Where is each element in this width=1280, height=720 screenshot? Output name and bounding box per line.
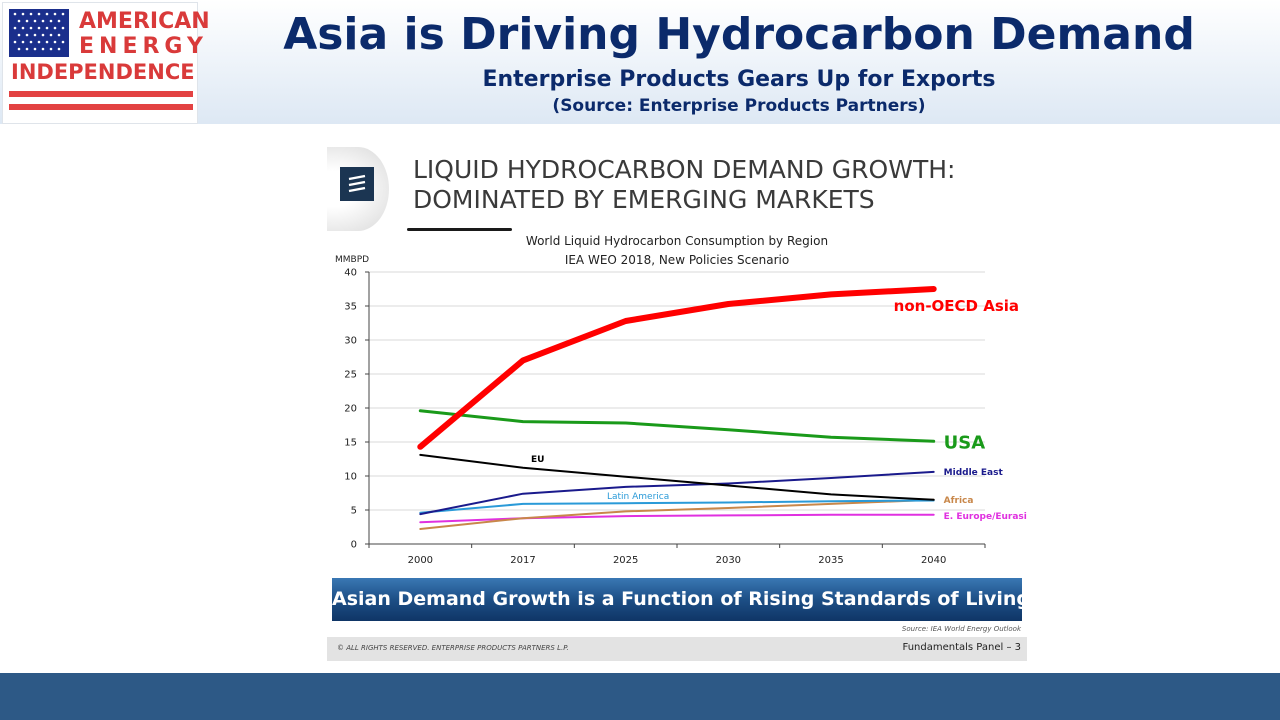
x-tick-label: 2040 [921,555,946,566]
series-line-africa [419,498,935,530]
slide-title: LIQUID HYDROCARBON DEMAND GROWTH: DOMINA… [413,155,955,215]
us-flag-icon [9,9,69,57]
logo-stripe [9,104,193,110]
y-tick-label: 5 [351,506,357,517]
slide-footer: © ALL RIGHTS RESERVED. ENTERPRISE PRODUC… [327,637,1027,661]
x-tick-label: 2025 [613,555,638,566]
y-tick-label: 35 [344,302,357,313]
logo-word-energy: ENERGY [79,34,208,59]
logo-word-american: AMERICAN [79,9,210,34]
logo-word-independence: INDEPENDENCE [11,60,195,84]
y-axis-label: MMBPD [335,255,369,265]
conclusion-banner: Asian Demand Growth is a Function of Ris… [332,578,1030,621]
series-label-eu: EU [531,455,544,465]
x-tick-label: 2035 [818,555,843,566]
series-label-latin-america: Latin America [607,492,669,502]
american-energy-independence-logo: AMERICAN ENERGY INDEPENDENCE [2,2,210,124]
y-tick-label: 15 [344,438,357,449]
panel-label: Fundamentals Panel – 3 [902,642,1021,653]
series-line-e-europe-eurasia [419,513,935,524]
x-tick-label: 2000 [408,555,433,566]
slide-title-line2: DOMINATED BY EMERGING MARKETS [413,185,875,214]
logo-stripe [9,91,193,97]
source-note: Source: IEA World Energy Outlook [901,625,1021,633]
series-label-usa: USA [944,432,986,453]
series-line-latin-america [419,499,935,514]
series-label-middle-east: Middle East [944,468,1004,478]
consumption-line-chart: World Liquid Hydrocarbon Consumption by … [335,234,1027,566]
header-banner: AMERICAN ENERGY INDEPENDENCE Asia is Dri… [0,0,1280,124]
y-tick-label: 20 [344,404,357,415]
page-source: (Source: Enterprise Products Partners) [552,96,926,116]
bottom-bar [0,673,1280,720]
x-tick-label: 2017 [510,555,535,566]
series-line-eu [419,453,935,501]
page-subtitle: Enterprise Products Gears Up for Exports [482,67,996,92]
chart-subtitle: IEA WEO 2018, New Policies Scenario [565,253,789,267]
y-tick-label: 25 [344,370,357,381]
series-label-e-europe-eurasia: E. Europe/Eurasia [944,512,1027,522]
slide-title-line1: LIQUID HYDROCARBON DEMAND GROWTH: [413,155,956,184]
series-label-africa: Africa [944,496,974,506]
y-tick-label: 0 [351,540,357,551]
copyright-text: © ALL RIGHTS RESERVED. ENTERPRISE PRODUC… [337,644,569,652]
enterprise-products-logo-icon [340,167,374,201]
y-tick-label: 30 [344,336,357,347]
embedded-slide: LIQUID HYDROCARBON DEMAND GROWTH: DOMINA… [327,135,1030,662]
series-line-non-oecd-asia [417,286,937,450]
series-line-middle-east [419,470,935,516]
series-line-usa [418,409,936,443]
y-tick-label: 10 [344,472,357,483]
chart-title: World Liquid Hydrocarbon Consumption by … [526,234,828,248]
x-tick-label: 2030 [716,555,741,566]
series-label-non-oecd-asia: non-OECD Asia [894,297,1019,315]
title-underline [407,228,512,231]
y-tick-label: 40 [344,268,357,279]
page-title: Asia is Driving Hydrocarbon Demand [283,9,1195,60]
